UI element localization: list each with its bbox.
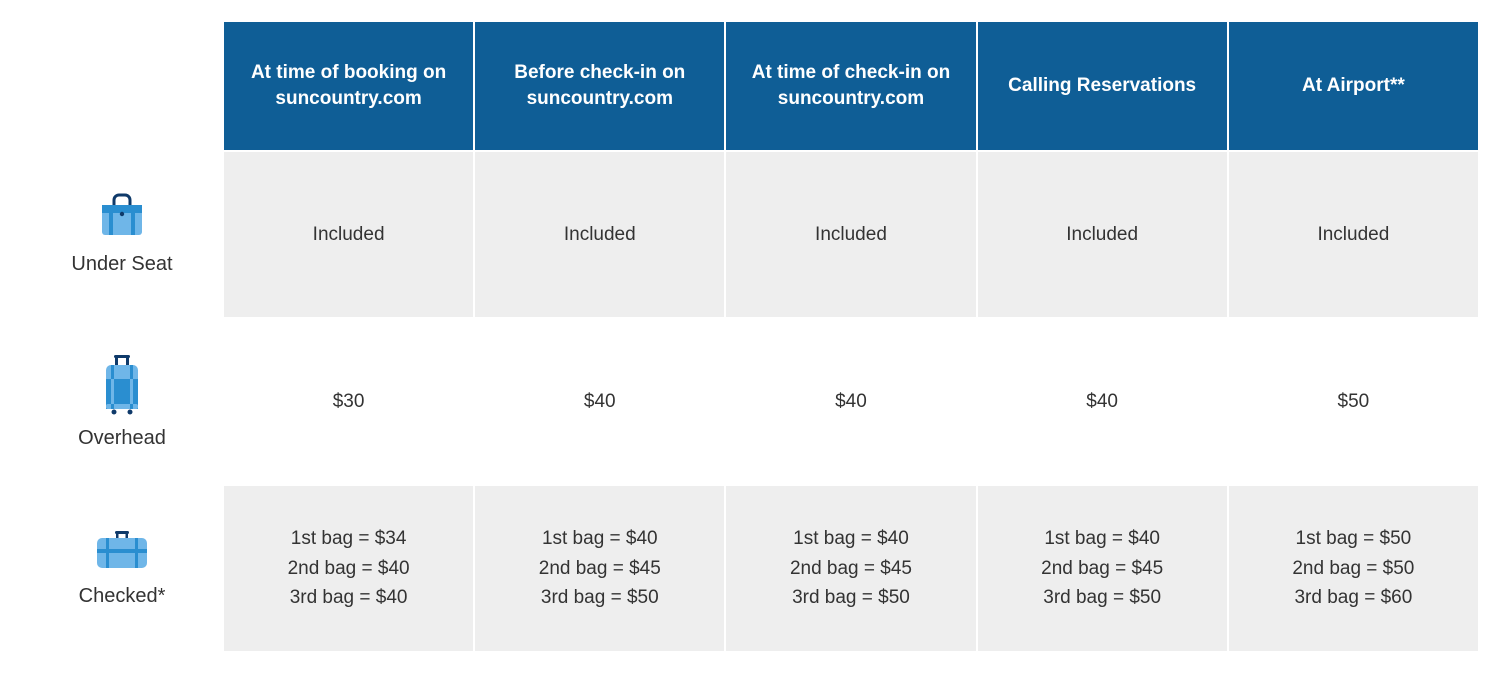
col-header-airport: At Airport** xyxy=(1229,22,1478,150)
cell: 1st bag = $40 2nd bag = $45 3rd bag = $5… xyxy=(475,486,724,651)
row-label-text: Overhead xyxy=(78,427,166,450)
checked-bag-icon xyxy=(93,529,151,579)
cell: Included xyxy=(1229,152,1478,317)
col-header-at-checkin: At time of check-in on suncountry.com xyxy=(726,22,975,150)
cell: Included xyxy=(475,152,724,317)
cell: $50 xyxy=(1229,319,1478,484)
cell: $40 xyxy=(978,319,1227,484)
cell: $40 xyxy=(475,319,724,484)
under-seat-bag-icon xyxy=(96,193,148,247)
cell: $40 xyxy=(726,319,975,484)
cell: Included xyxy=(978,152,1227,317)
cell: 1st bag = $34 2nd bag = $40 3rd bag = $4… xyxy=(224,486,473,651)
col-header-booking: At time of booking on suncountry.com xyxy=(224,22,473,150)
cell: 1st bag = $40 2nd bag = $45 3rd bag = $5… xyxy=(978,486,1227,651)
row-label-text: Checked* xyxy=(79,585,166,608)
overhead-bag-icon xyxy=(100,353,144,421)
row-checked: Checked* 1st bag = $34 2nd bag = $40 3rd… xyxy=(22,486,1478,651)
cell: $30 xyxy=(224,319,473,484)
col-header-before-checkin: Before check-in on suncountry.com xyxy=(475,22,724,150)
row-label-text: Under Seat xyxy=(71,253,172,276)
row-label-checked: Checked* xyxy=(22,486,222,651)
row-label-overhead: Overhead xyxy=(22,319,222,484)
row-overhead: Overhead $30 $40 $40 $40 $50 xyxy=(22,319,1478,484)
baggage-fee-table: At time of booking on suncountry.com Bef… xyxy=(20,20,1480,653)
row-under-seat: Under Seat Included Included Included In… xyxy=(22,152,1478,317)
table-header-row: At time of booking on suncountry.com Bef… xyxy=(22,22,1478,150)
cell: 1st bag = $40 2nd bag = $45 3rd bag = $5… xyxy=(726,486,975,651)
blank-corner xyxy=(22,22,222,150)
cell: Included xyxy=(224,152,473,317)
row-label-under-seat: Under Seat xyxy=(22,152,222,317)
cell: Included xyxy=(726,152,975,317)
col-header-reservations: Calling Reservations xyxy=(978,22,1227,150)
cell: 1st bag = $50 2nd bag = $50 3rd bag = $6… xyxy=(1229,486,1478,651)
